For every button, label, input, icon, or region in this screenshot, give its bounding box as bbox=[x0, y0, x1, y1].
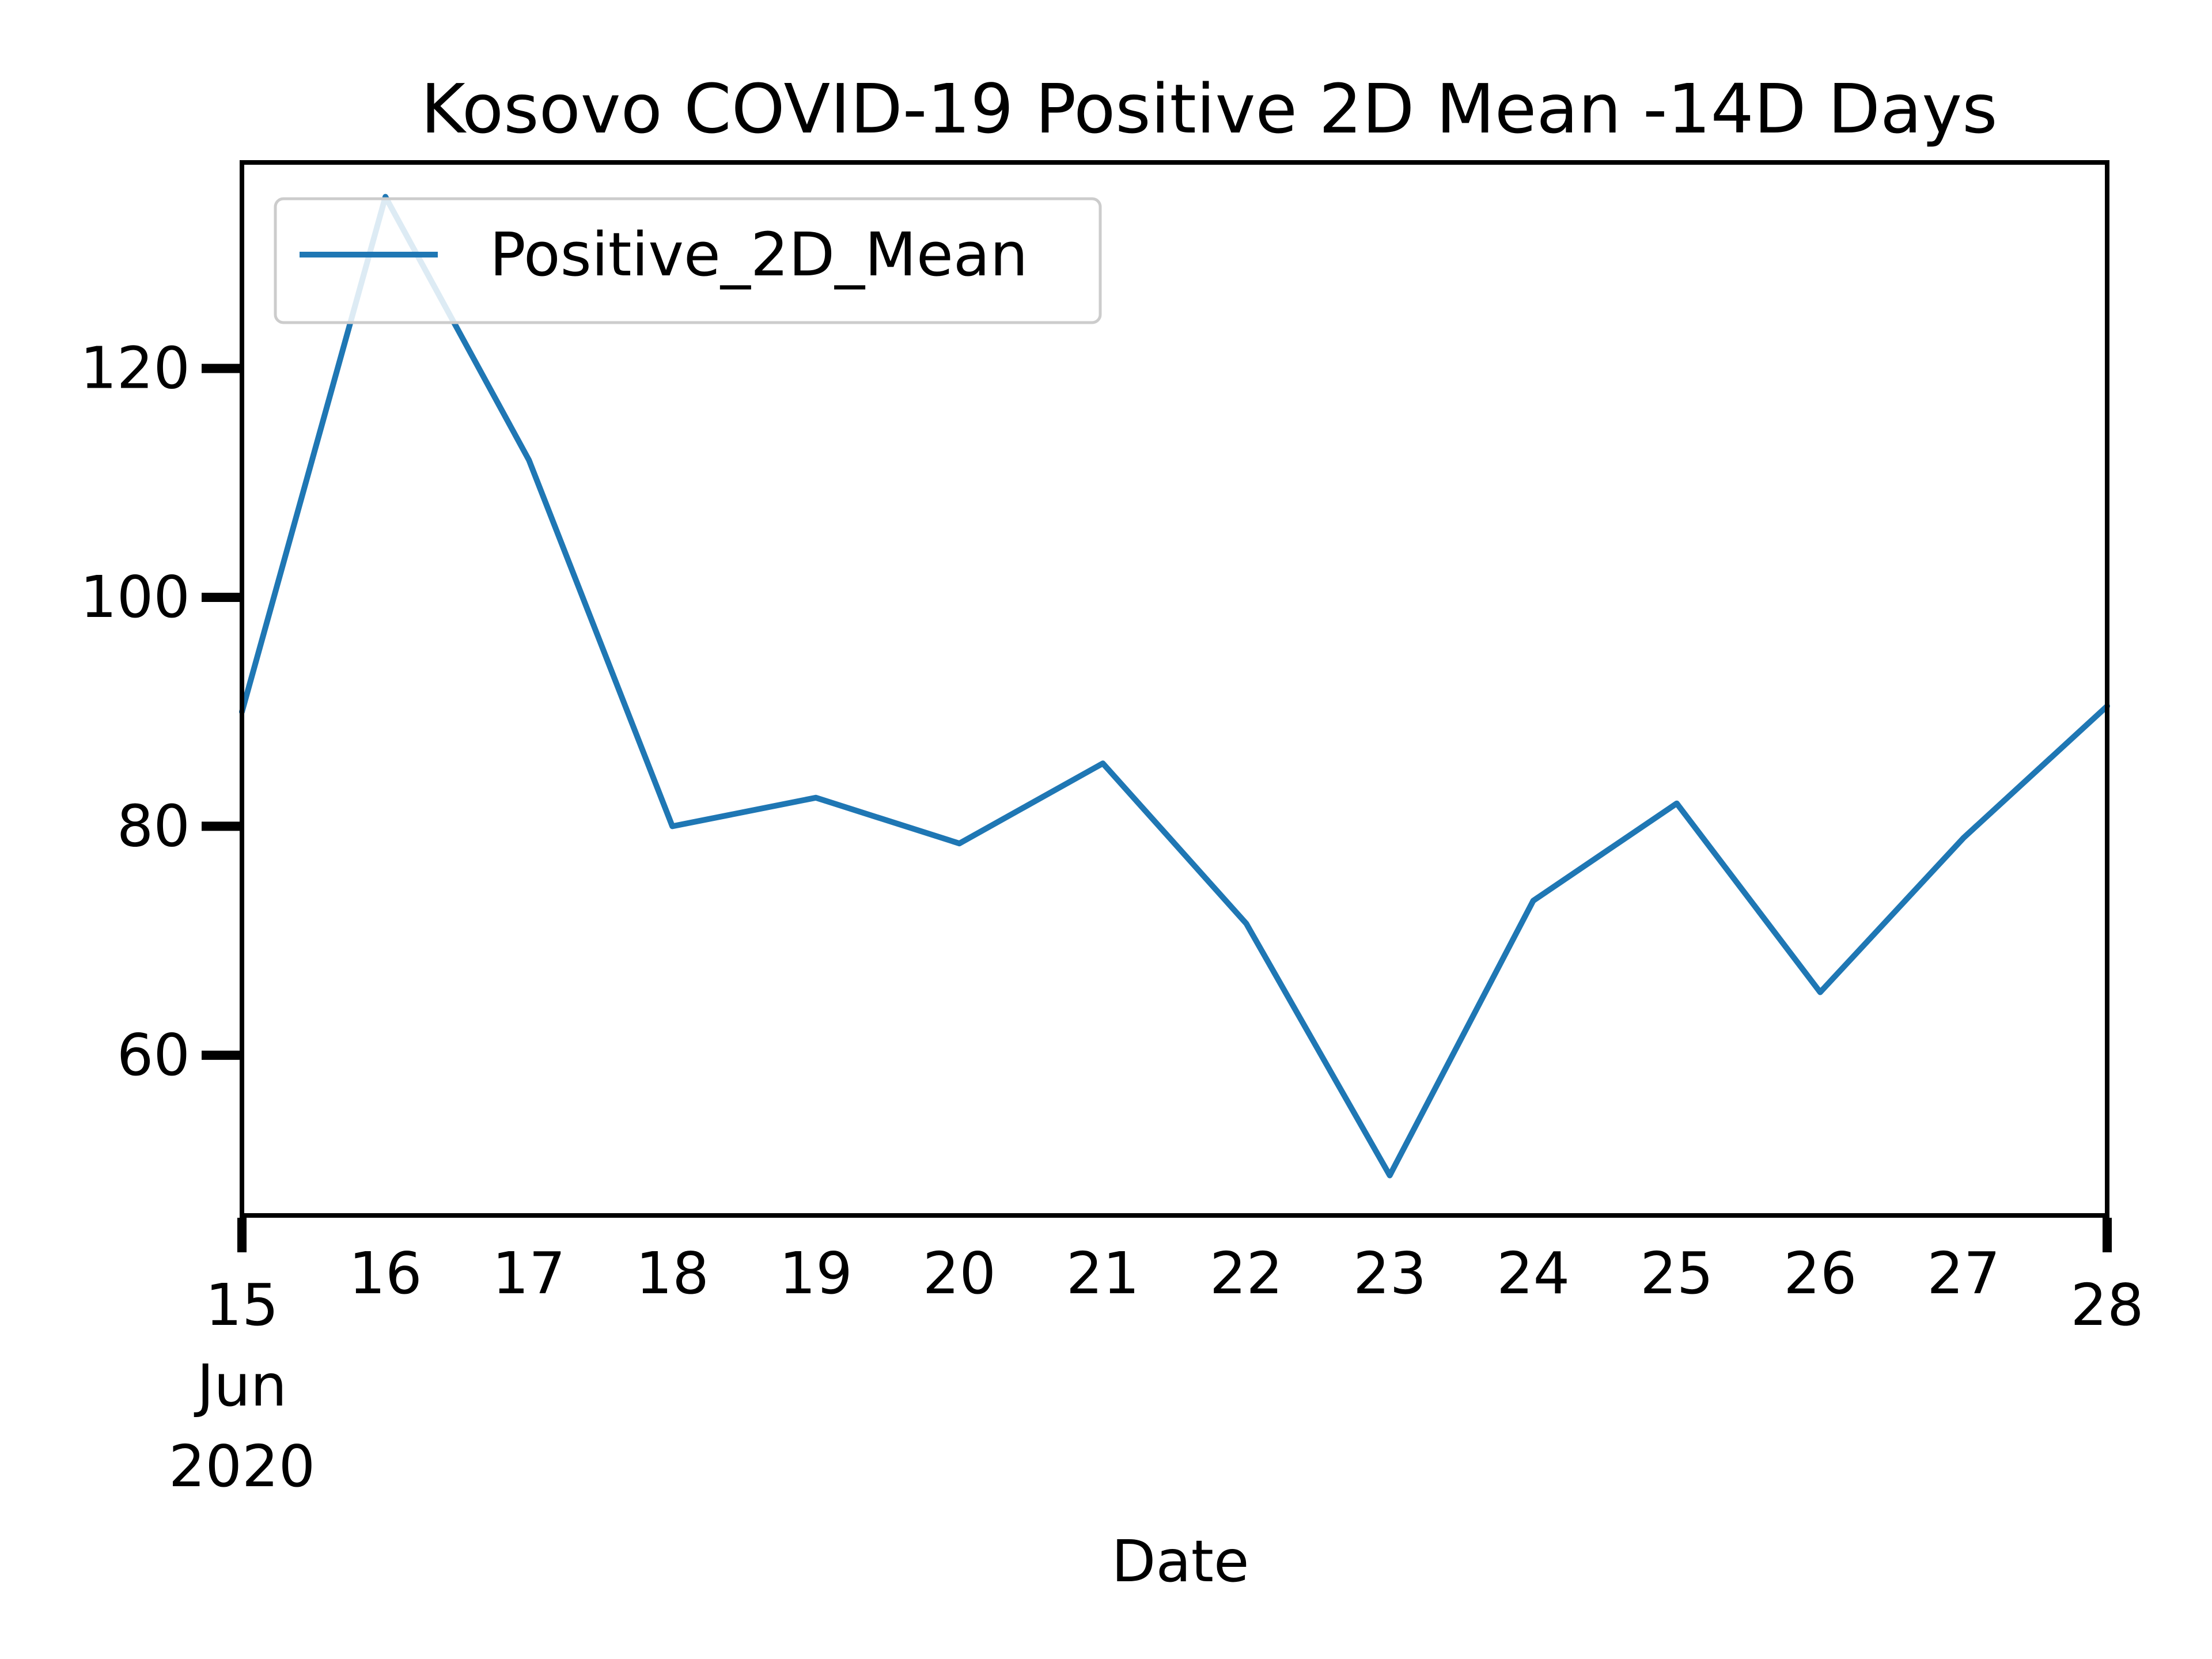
legend: Positive_2D_Mean bbox=[274, 197, 1102, 324]
x-tick-label: 15 bbox=[205, 1271, 278, 1339]
legend-box bbox=[274, 197, 1102, 324]
x-tick-label: 17 bbox=[493, 1240, 566, 1307]
y-tick-label: 60 bbox=[117, 1021, 190, 1089]
x-tick-label: 21 bbox=[1066, 1240, 1139, 1307]
legend-label: Positive_2D_Mean bbox=[490, 219, 1028, 290]
x-tick-label: 16 bbox=[349, 1240, 422, 1307]
x-tick-label: 25 bbox=[1640, 1240, 1713, 1307]
x-tick-label: 26 bbox=[1783, 1240, 1857, 1307]
x-tick-label: 27 bbox=[1927, 1240, 2000, 1307]
y-tick-label: 80 bbox=[117, 792, 190, 859]
y-tick-label: 120 bbox=[80, 335, 190, 402]
x-tick-label: 24 bbox=[1497, 1240, 1570, 1307]
x-tick-label: 22 bbox=[1210, 1240, 1283, 1307]
x-tick-label: 23 bbox=[1353, 1240, 1426, 1307]
x-tick-label: Jun bbox=[194, 1352, 287, 1419]
x-tick-label: 19 bbox=[779, 1240, 853, 1307]
x-tick-label: 18 bbox=[636, 1240, 709, 1307]
x-tick-label: 20 bbox=[923, 1240, 996, 1307]
chart-title: Kosovo COVID-19 Positive 2D Mean -14D Da… bbox=[421, 69, 1997, 149]
axes-frame bbox=[240, 160, 2109, 1218]
plot-area bbox=[239, 194, 2110, 1179]
series-line-0 bbox=[239, 194, 2110, 1179]
x-axis-ticks: 15 Jun 2020 16 17 18 19 20 21 22 23 24 25 26 27 28 bbox=[169, 1218, 2144, 1500]
y-axis-ticks: 60 80 100 120 bbox=[80, 335, 240, 1089]
y-tick-label: 100 bbox=[80, 563, 190, 631]
x-tick-label: 2020 bbox=[169, 1433, 316, 1500]
x-axis-label: Date bbox=[1111, 1528, 1249, 1595]
x-tick-label: 28 bbox=[2070, 1271, 2143, 1339]
